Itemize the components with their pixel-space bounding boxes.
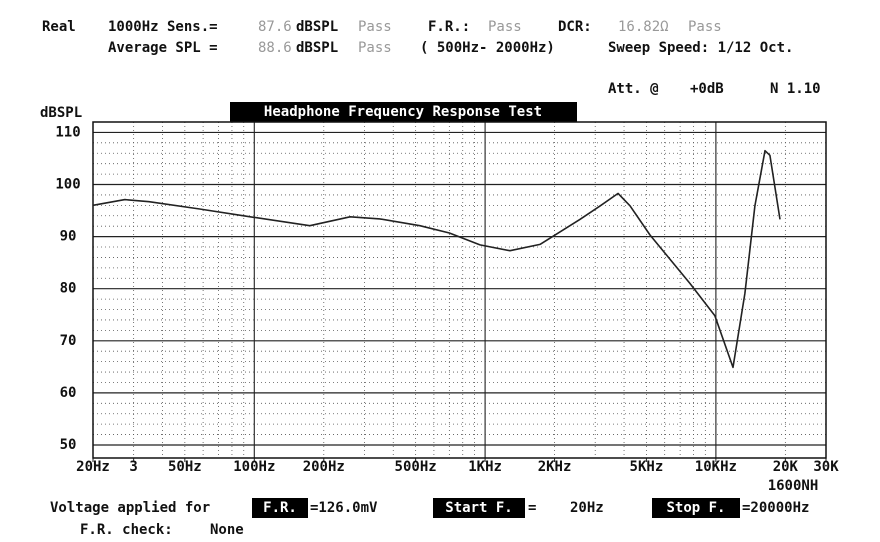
x-tick-label: 3 bbox=[129, 459, 137, 475]
x-tick-label: 200Hz bbox=[303, 459, 345, 475]
voltage-value: =126.0mV bbox=[310, 500, 378, 516]
y-tick-label: 50 bbox=[60, 437, 77, 453]
check-label: F.R. check: bbox=[80, 522, 173, 538]
y-axis-label: dBSPL bbox=[40, 105, 82, 121]
x-tick-label: 50Hz bbox=[168, 459, 202, 475]
title-box bbox=[230, 102, 577, 122]
plot bbox=[92, 121, 827, 462]
avg-status: Pass bbox=[358, 40, 392, 56]
version: N 1.10 bbox=[770, 81, 821, 97]
start-eq: = bbox=[528, 500, 536, 516]
check-value: None bbox=[210, 522, 244, 538]
plot-frame bbox=[92, 121, 827, 459]
att-label: Att. @ bbox=[608, 81, 659, 97]
sens-label: 1000Hz Sens.= bbox=[108, 19, 218, 35]
voltage-label: Voltage applied for bbox=[50, 500, 210, 516]
fr-box-text: F.R. bbox=[263, 500, 297, 516]
y-tick-label: 60 bbox=[60, 385, 77, 401]
stop-box-text: Stop F. bbox=[666, 500, 725, 516]
response-curve bbox=[92, 149, 781, 369]
dcr-value: 16.82Ω bbox=[618, 19, 669, 35]
fr-box bbox=[252, 498, 308, 518]
dcr-label: DCR: bbox=[558, 19, 592, 35]
stop-box bbox=[652, 498, 740, 518]
x-tick-label: 2KHz bbox=[538, 459, 572, 475]
y-tick-label: 100 bbox=[55, 177, 80, 193]
avg-value: 88.6 bbox=[258, 40, 292, 56]
x-tick-label: 30K bbox=[813, 459, 839, 475]
att-value: +0dB bbox=[690, 81, 724, 97]
fr-label: F.R.: bbox=[428, 19, 470, 35]
dcr-status: Pass bbox=[688, 19, 722, 35]
y-tick-label: 70 bbox=[60, 333, 77, 349]
avg-label: Average SPL = bbox=[108, 40, 218, 56]
x-tick-label: 100Hz bbox=[233, 459, 275, 475]
x-note: 1600NH bbox=[768, 478, 819, 494]
real: Real bbox=[42, 19, 76, 35]
sens-unit: dBSPL bbox=[296, 19, 338, 35]
x-tick-label: 5KHz bbox=[630, 459, 664, 475]
x-tick-label: 10KHz bbox=[695, 459, 737, 475]
x-tick-label: 20K bbox=[773, 459, 799, 475]
sens-value: 87.6 bbox=[258, 19, 292, 35]
x-tick-label: 1KHz bbox=[468, 459, 502, 475]
avg-range: ( 500Hz- 2000Hz) bbox=[420, 40, 555, 56]
fr-status: Pass bbox=[488, 19, 522, 35]
x-tick-label: 500Hz bbox=[395, 459, 437, 475]
sweep-speed: Sweep Speed: 1/12 Oct. bbox=[608, 40, 793, 56]
chart-title: Headphone Frequency Response Test bbox=[264, 104, 542, 120]
sens-status: Pass bbox=[358, 19, 392, 35]
y-tick-label: 110 bbox=[55, 124, 80, 140]
x-tick-label: 20Hz bbox=[76, 459, 110, 475]
y-tick-label: 90 bbox=[60, 229, 77, 245]
start-value: 20Hz bbox=[570, 500, 604, 516]
y-tick-label: 80 bbox=[60, 281, 77, 297]
start-box-text: Start F. bbox=[445, 500, 512, 516]
stop-value: =20000Hz bbox=[742, 500, 809, 516]
avg-unit: dBSPL bbox=[296, 40, 338, 56]
start-box bbox=[433, 498, 525, 518]
